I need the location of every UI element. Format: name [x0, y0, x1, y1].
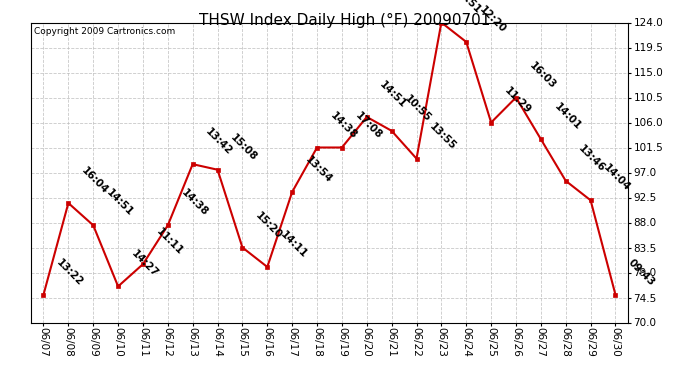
Text: 16:03: 16:03	[527, 60, 558, 90]
Text: 10:55: 10:55	[403, 93, 433, 124]
Text: 14:27: 14:27	[129, 249, 160, 279]
Text: 17:08: 17:08	[353, 110, 384, 141]
Text: 11:29: 11:29	[502, 85, 533, 116]
Text: 16:04: 16:04	[79, 165, 110, 196]
Text: 12:20: 12:20	[477, 4, 508, 35]
Text: 09:43: 09:43	[627, 257, 657, 288]
Text: THSW Index Daily High (°F) 20090701: THSW Index Daily High (°F) 20090701	[199, 13, 491, 28]
Text: 13:54: 13:54	[304, 154, 334, 185]
Text: 13:22: 13:22	[55, 257, 85, 288]
Text: 13:42: 13:42	[204, 127, 235, 157]
Text: 14:04: 14:04	[602, 163, 632, 194]
Text: 13:55: 13:55	[428, 121, 458, 152]
Text: Copyright 2009 Cartronics.com: Copyright 2009 Cartronics.com	[34, 27, 175, 36]
Text: 13:46: 13:46	[577, 143, 607, 174]
Text: 15:08: 15:08	[228, 132, 259, 163]
Text: 14:38: 14:38	[179, 188, 210, 218]
Text: 14:01: 14:01	[552, 102, 582, 132]
Text: 14:51: 14:51	[104, 188, 135, 218]
Text: 15:20: 15:20	[253, 210, 284, 240]
Text: 14:51: 14:51	[378, 80, 408, 110]
Text: 14:11: 14:11	[278, 230, 309, 260]
Text: 13:51: 13:51	[453, 0, 483, 15]
Text: 11:11: 11:11	[154, 227, 184, 257]
Text: 14:38: 14:38	[328, 110, 359, 141]
